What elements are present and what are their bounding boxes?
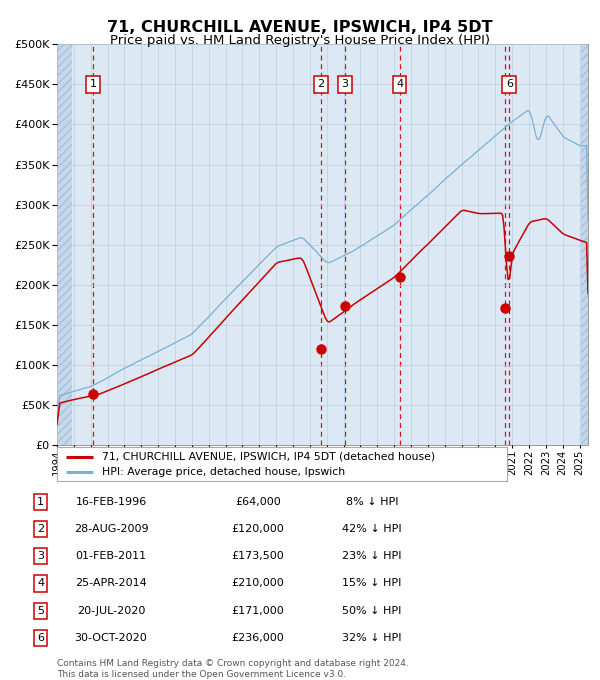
Text: 2: 2 xyxy=(37,524,44,534)
Text: 30-OCT-2020: 30-OCT-2020 xyxy=(74,633,148,643)
Text: 16-FEB-1996: 16-FEB-1996 xyxy=(76,497,146,507)
Text: 1: 1 xyxy=(37,497,44,507)
Text: Contains HM Land Registry data © Crown copyright and database right 2024.
This d: Contains HM Land Registry data © Crown c… xyxy=(57,658,409,679)
Text: 71, CHURCHILL AVENUE, IPSWICH, IP4 5DT: 71, CHURCHILL AVENUE, IPSWICH, IP4 5DT xyxy=(107,20,493,35)
Text: 2: 2 xyxy=(317,80,325,89)
Text: Price paid vs. HM Land Registry's House Price Index (HPI): Price paid vs. HM Land Registry's House … xyxy=(110,34,490,47)
Text: 3: 3 xyxy=(37,551,44,561)
Text: 3: 3 xyxy=(341,80,349,89)
Text: 32% ↓ HPI: 32% ↓ HPI xyxy=(342,633,402,643)
Text: 28-AUG-2009: 28-AUG-2009 xyxy=(74,524,148,534)
Text: 5: 5 xyxy=(37,606,44,615)
Text: HPI: Average price, detached house, Ipswich: HPI: Average price, detached house, Ipsw… xyxy=(102,467,345,477)
Text: 15% ↓ HPI: 15% ↓ HPI xyxy=(343,579,401,588)
Text: 71, CHURCHILL AVENUE, IPSWICH, IP4 5DT (detached house): 71, CHURCHILL AVENUE, IPSWICH, IP4 5DT (… xyxy=(102,452,435,462)
Text: 42% ↓ HPI: 42% ↓ HPI xyxy=(342,524,402,534)
Text: 6: 6 xyxy=(37,633,44,643)
Text: £173,500: £173,500 xyxy=(232,551,284,561)
Text: 4: 4 xyxy=(37,579,44,588)
Text: 1: 1 xyxy=(89,80,97,89)
Text: £236,000: £236,000 xyxy=(232,633,284,643)
Text: 50% ↓ HPI: 50% ↓ HPI xyxy=(343,606,401,615)
Text: £64,000: £64,000 xyxy=(235,497,281,507)
Text: 6: 6 xyxy=(506,80,513,89)
Text: £171,000: £171,000 xyxy=(232,606,284,615)
Text: 20-JUL-2020: 20-JUL-2020 xyxy=(77,606,145,615)
Text: 23% ↓ HPI: 23% ↓ HPI xyxy=(342,551,402,561)
Text: 4: 4 xyxy=(396,80,403,89)
Text: £210,000: £210,000 xyxy=(232,579,284,588)
Text: 25-APR-2014: 25-APR-2014 xyxy=(75,579,147,588)
Text: 01-FEB-2011: 01-FEB-2011 xyxy=(76,551,146,561)
Text: £120,000: £120,000 xyxy=(232,524,284,534)
Text: 8% ↓ HPI: 8% ↓ HPI xyxy=(346,497,398,507)
